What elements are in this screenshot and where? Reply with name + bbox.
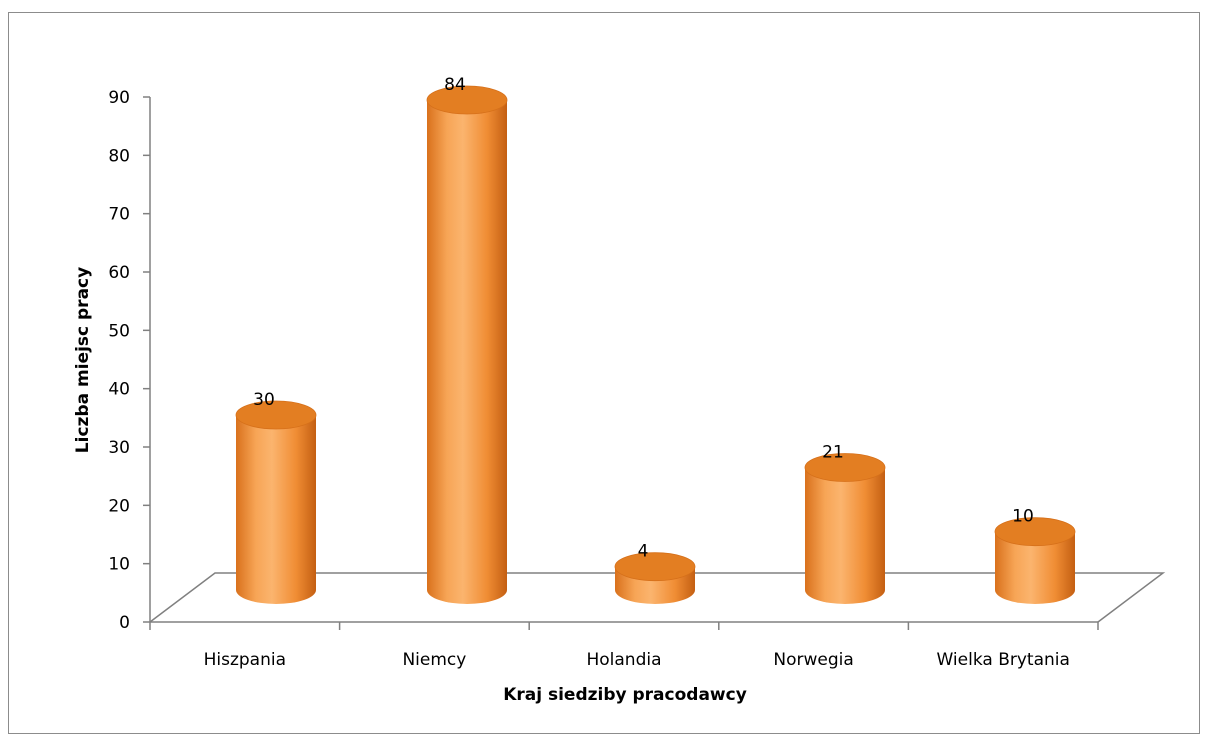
x-tick-label: Hiszpania	[204, 650, 286, 670]
y-tick-label: 80	[108, 146, 130, 166]
data-label: 84	[444, 75, 466, 95]
bar	[804, 453, 886, 604]
bar-top	[804, 453, 886, 482]
y-tick-label: 30	[108, 438, 130, 458]
y-tick-label: 90	[108, 88, 130, 108]
data-label: 10	[1012, 507, 1034, 527]
y-tick-label: 50	[108, 321, 130, 341]
bar	[426, 85, 508, 604]
x-tick-label: Norwegia	[773, 650, 853, 670]
chart-frame	[8, 12, 1200, 734]
bar-top	[426, 85, 508, 115]
y-tick-label: 20	[108, 496, 130, 516]
data-label: 4	[638, 542, 649, 562]
bar-top	[614, 552, 696, 582]
y-tick-label: 40	[108, 380, 130, 400]
y-tick-label: 0	[119, 613, 130, 633]
y-tick-label: 70	[108, 205, 130, 225]
bar	[235, 400, 317, 604]
bar	[614, 552, 696, 604]
data-label: 21	[822, 443, 844, 463]
bar-top	[235, 400, 317, 430]
y-axis-title: Liczba miejsc pracy	[73, 267, 93, 453]
data-label: 30	[253, 390, 275, 410]
data-labels: 30 84 4 21 10	[253, 75, 1034, 562]
y-axis: 0 10 20 30 40 50 60 70 80 90	[108, 88, 151, 633]
x-tick-label: Niemcy	[402, 650, 466, 670]
bar-body	[805, 467, 885, 604]
x-axis-title: Kraj siedziby pracodawcy	[503, 685, 747, 705]
y-tick-label: 60	[108, 263, 130, 283]
bar-series	[235, 85, 1076, 604]
y-tick-label: 10	[108, 555, 130, 575]
bar-top	[994, 517, 1076, 547]
x-tick-label: Wielka Brytania	[936, 650, 1069, 670]
bar	[994, 517, 1076, 604]
bar-body	[995, 531, 1075, 604]
bar-body	[236, 415, 316, 604]
bar-body	[427, 100, 507, 604]
x-axis: Hiszpania Niemcy Holandia Norwegia Wielka Br…	[149, 621, 1099, 670]
x-tick-label: Holandia	[586, 650, 661, 670]
